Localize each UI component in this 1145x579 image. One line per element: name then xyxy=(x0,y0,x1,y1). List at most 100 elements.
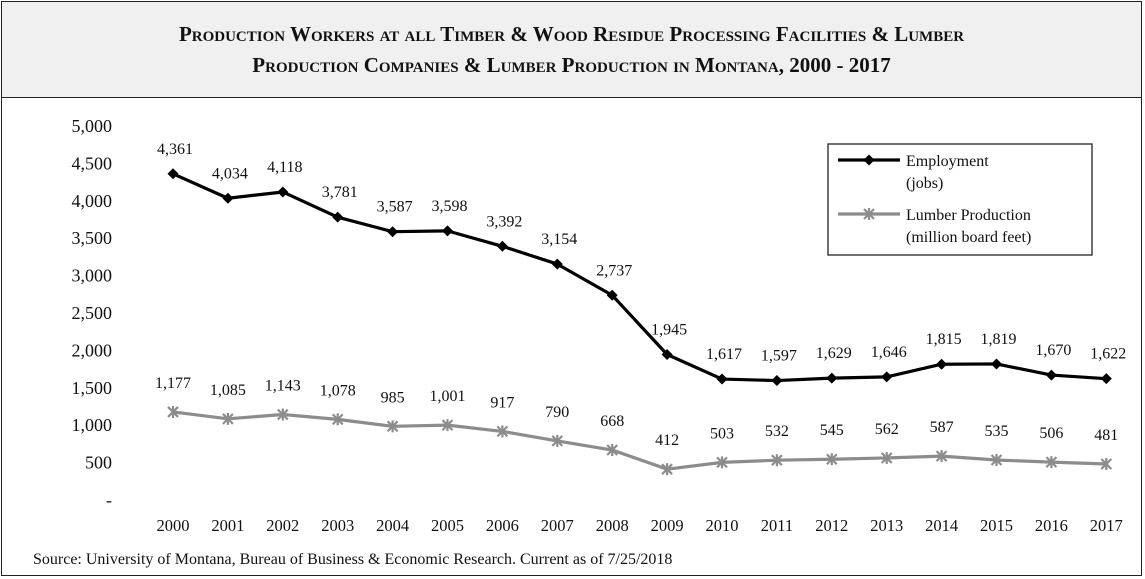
data-point-lumber xyxy=(1100,458,1113,471)
x-tick-label: 2012 xyxy=(815,516,848,535)
data-point-employment xyxy=(167,168,179,180)
data-label-employment: 1,819 xyxy=(981,331,1017,348)
legend-marker-lumber xyxy=(863,208,875,220)
data-point-lumber xyxy=(222,412,234,425)
x-tick-label: 2007 xyxy=(541,516,574,535)
data-label-lumber: 535 xyxy=(985,423,1009,440)
x-tick-label: 2004 xyxy=(376,516,409,535)
data-label-employment: 1,597 xyxy=(761,348,797,365)
data-label-employment: 3,587 xyxy=(377,199,413,216)
data-point-lumber xyxy=(935,450,948,463)
data-label-lumber: 668 xyxy=(600,413,624,430)
x-tick-label: 2006 xyxy=(486,516,519,535)
x-tick-label: 2017 xyxy=(1090,516,1123,535)
y-tick-label: 3,000 xyxy=(72,266,113,286)
data-label-employment: 2,737 xyxy=(596,262,632,279)
data-point-employment xyxy=(222,192,234,204)
data-label-lumber: 1,085 xyxy=(210,382,246,399)
data-point-employment xyxy=(387,226,399,238)
x-tick-label: 2010 xyxy=(706,516,739,535)
data-point-employment xyxy=(606,289,618,301)
chart-title-line-1: Production Workers at all Timber & Wood … xyxy=(178,21,965,46)
data-label-lumber: 790 xyxy=(545,404,569,421)
data-label-lumber: 532 xyxy=(765,423,789,440)
x-tick-label: 2003 xyxy=(321,516,354,535)
data-point-employment xyxy=(716,373,728,385)
x-tick-label: 2002 xyxy=(266,516,299,535)
y-tick-label: 500 xyxy=(85,453,112,473)
y-tick-label: 2,500 xyxy=(72,303,113,323)
x-tick-label: 2014 xyxy=(925,516,958,535)
data-point-employment xyxy=(496,240,508,252)
data-label-employment: 4,118 xyxy=(267,159,302,176)
data-point-employment xyxy=(991,358,1002,370)
data-point-employment xyxy=(771,375,783,387)
source-note: Source: University of Montana, Bureau of… xyxy=(33,551,673,568)
data-label-lumber: 1,078 xyxy=(320,382,356,399)
data-point-employment xyxy=(1100,373,1112,385)
data-point-employment xyxy=(936,358,948,370)
legend-label-employment: Employment xyxy=(906,153,989,170)
data-point-employment xyxy=(442,225,453,237)
data-label-employment: 4,361 xyxy=(157,141,193,158)
y-tick-label: 2,000 xyxy=(72,340,113,360)
data-point-employment xyxy=(277,186,289,198)
data-label-lumber: 503 xyxy=(710,425,734,442)
data-label-employment: 3,392 xyxy=(486,213,522,230)
data-label-employment: 1,629 xyxy=(816,345,852,362)
data-point-employment xyxy=(332,211,344,223)
data-point-lumber xyxy=(167,405,179,418)
data-label-employment: 1,622 xyxy=(1090,346,1126,363)
data-label-lumber: 917 xyxy=(490,394,514,411)
data-label-employment: 1,945 xyxy=(651,322,687,339)
chart-title-line-2: Production Companies & Lumber Production… xyxy=(252,52,891,77)
data-label-lumber: 985 xyxy=(381,389,405,406)
data-label-lumber: 545 xyxy=(820,422,844,439)
data-point-lumber xyxy=(606,444,618,457)
x-tick-label: 2005 xyxy=(431,516,464,535)
data-point-employment xyxy=(661,349,673,361)
y-tick-label: 3,500 xyxy=(72,228,113,248)
data-label-employment: 4,034 xyxy=(212,165,248,182)
data-point-lumber xyxy=(386,420,399,433)
x-tick-label: 2000 xyxy=(157,516,190,535)
data-label-employment: 3,781 xyxy=(322,184,358,201)
data-point-lumber xyxy=(990,453,1003,466)
data-label-lumber: 506 xyxy=(1039,425,1063,442)
data-point-lumber xyxy=(661,463,673,476)
data-point-employment xyxy=(1045,369,1057,381)
data-label-employment: 1,670 xyxy=(1035,342,1071,359)
y-tick-label: 5,000 xyxy=(72,116,113,136)
y-tick-label: 1,000 xyxy=(72,415,113,435)
x-tick-label: 2011 xyxy=(761,516,793,535)
series-line-lumber xyxy=(172,410,1107,471)
data-label-lumber: 1,001 xyxy=(430,388,466,405)
data-label-employment: 1,646 xyxy=(871,344,907,361)
x-tick-label: 2015 xyxy=(980,516,1013,535)
data-label-employment: 3,154 xyxy=(541,231,577,248)
data-point-lumber xyxy=(277,408,289,421)
legend-label-employment-unit: (jobs) xyxy=(906,175,943,192)
data-label-lumber: 412 xyxy=(655,432,679,449)
legend-marker-employment xyxy=(863,154,875,166)
data-point-employment xyxy=(881,371,893,383)
x-tick-label: 2016 xyxy=(1035,516,1068,535)
legend-label-lumber-unit: (million board feet) xyxy=(906,229,1031,246)
data-point-lumber xyxy=(1045,456,1058,469)
data-point-lumber xyxy=(496,425,509,438)
chart-title-box: Production Workers at all Timber & Wood … xyxy=(2,2,1141,98)
data-point-lumber xyxy=(826,453,838,466)
x-tick-label: 2001 xyxy=(211,516,244,535)
y-tick-label: 1,500 xyxy=(72,378,113,398)
data-label-employment: 1,815 xyxy=(926,331,962,348)
y-tick-label: - xyxy=(106,490,112,510)
x-tick-label: 2009 xyxy=(651,516,684,535)
y-tick-label: 4,500 xyxy=(72,153,113,173)
data-point-lumber xyxy=(441,419,454,432)
legend-label-lumber: Lumber Production xyxy=(906,207,1031,224)
data-label-lumber: 481 xyxy=(1094,427,1118,444)
data-label-lumber: 587 xyxy=(930,419,954,436)
y-tick-label: 4,000 xyxy=(72,191,113,211)
